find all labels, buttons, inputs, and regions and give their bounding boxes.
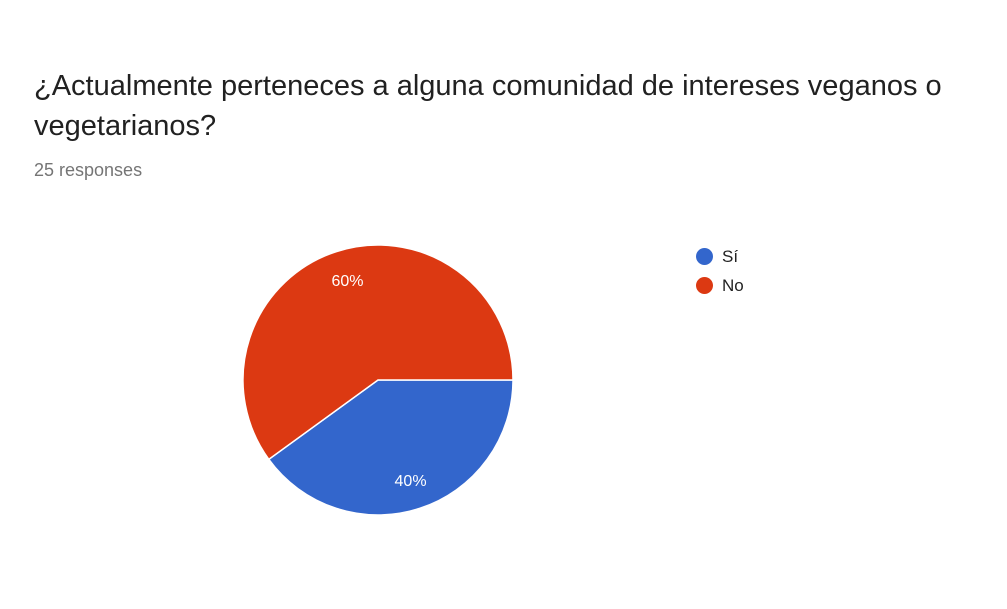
legend-label: No xyxy=(722,276,744,296)
legend-swatch-icon xyxy=(696,248,713,265)
legend: Sí No xyxy=(696,242,744,300)
legend-swatch-icon xyxy=(696,277,713,294)
pie-slice-label-si: 40% xyxy=(395,473,427,490)
legend-item-no[interactable]: No xyxy=(696,271,744,300)
pie-slice-label-no: 60% xyxy=(331,273,363,290)
legend-label: Sí xyxy=(722,247,738,267)
legend-item-si[interactable]: Sí xyxy=(696,242,744,271)
